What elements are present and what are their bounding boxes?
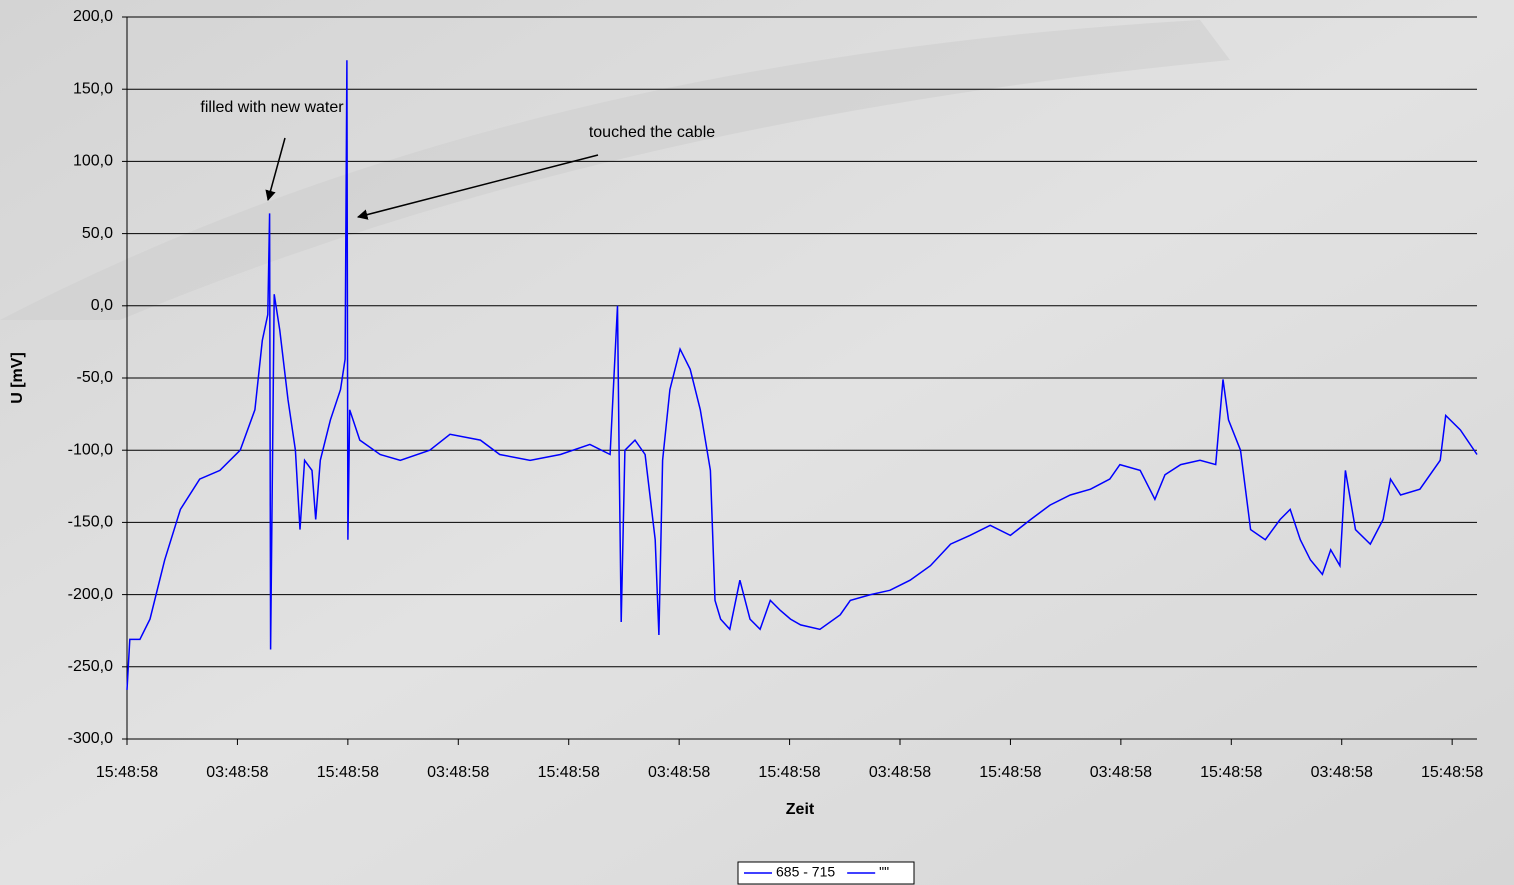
x-tick-label: 15:48:58 bbox=[1421, 764, 1483, 781]
x-tick-label: 03:48:58 bbox=[869, 764, 931, 781]
x-tick-label: 03:48:58 bbox=[427, 764, 489, 781]
y-tick-label: 50,0 bbox=[82, 225, 113, 242]
y-tick-label: 200,0 bbox=[73, 8, 113, 25]
y-tick-label: 150,0 bbox=[73, 80, 113, 97]
background bbox=[0, 0, 1514, 885]
x-tick-label: 03:48:58 bbox=[648, 764, 710, 781]
chart: filled with new water touched the cable … bbox=[0, 0, 1514, 885]
x-tick-label: 15:48:58 bbox=[317, 764, 379, 781]
y-tick-label: -250,0 bbox=[68, 658, 113, 675]
y-axis-label: U [mV] bbox=[9, 352, 26, 404]
y-tick-label: -50,0 bbox=[77, 369, 114, 386]
y-tick-label: -150,0 bbox=[68, 514, 113, 531]
annotation: touched the cable bbox=[589, 124, 715, 141]
legend-label: 685 - 715 bbox=[776, 864, 835, 880]
x-tick-label: 15:48:58 bbox=[979, 764, 1041, 781]
x-tick-label: 03:48:58 bbox=[1090, 764, 1152, 781]
x-tick-label: 15:48:58 bbox=[758, 764, 820, 781]
annotation: filled with new water bbox=[200, 99, 344, 116]
x-axis-label: Zeit bbox=[786, 801, 815, 818]
x-tick-label: 03:48:58 bbox=[1311, 764, 1373, 781]
y-tick-label: -300,0 bbox=[68, 730, 113, 747]
x-tick-label: 15:48:58 bbox=[96, 764, 158, 781]
y-tick-label: 0,0 bbox=[91, 297, 113, 314]
legend-label: "" bbox=[879, 864, 889, 880]
x-tick-label: 03:48:58 bbox=[206, 764, 268, 781]
y-tick-label: -200,0 bbox=[68, 586, 113, 603]
x-tick-label: 15:48:58 bbox=[1200, 764, 1262, 781]
y-tick-label: 100,0 bbox=[73, 153, 113, 170]
y-tick-label: -100,0 bbox=[68, 441, 113, 458]
x-tick-label: 15:48:58 bbox=[538, 764, 600, 781]
